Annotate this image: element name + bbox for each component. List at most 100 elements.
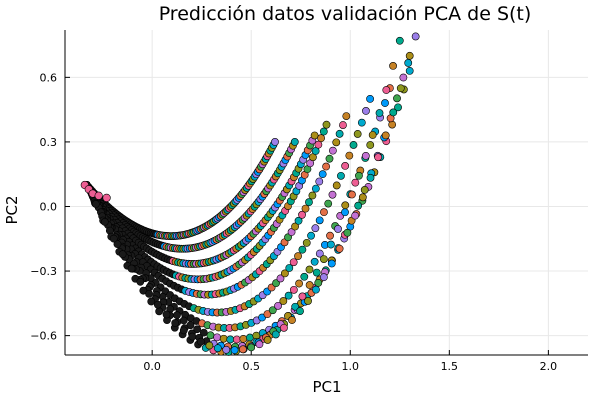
data-point [199,328,208,337]
data-point [310,257,319,266]
data-point [268,306,277,315]
data-point [341,201,350,210]
data-point [362,107,370,115]
data-point [230,346,239,355]
data-point [289,258,298,267]
data-point [304,297,312,305]
data-point [339,121,347,129]
data-point [322,162,330,171]
data-point [179,316,188,325]
data-point [291,302,300,311]
data-point [294,216,303,225]
data-point [358,193,367,202]
data-point [222,345,231,354]
data-point [360,185,369,194]
data-point [102,193,111,202]
data-point [300,272,309,281]
data-point [315,177,324,186]
y-tick-label: 0.0 [40,200,58,213]
data-point [91,200,100,208]
data-point [326,231,334,240]
data-point [312,268,321,277]
data-point [294,252,302,261]
data-point [291,222,299,231]
data-point [271,330,280,339]
data-point [219,334,228,343]
data-point [320,208,328,217]
data-point [127,264,136,273]
data-point [404,59,413,67]
data-point [343,228,352,237]
data-points [80,32,420,356]
data-point [179,326,188,335]
data-point [318,170,327,179]
data-point [263,336,272,344]
y-tick-labels: −0.6 −0.3 0.0 0.3 0.6 [30,71,57,342]
data-point [239,345,247,354]
data-point [285,264,294,272]
data-point [411,32,420,41]
data-point [305,281,314,289]
data-point [399,73,408,82]
y-axis-label: PC2 [3,195,21,224]
data-point [193,325,202,334]
x-tick-label: 0.5 [242,360,260,373]
data-point [171,319,180,327]
data-point [361,151,370,160]
data-point [289,285,298,294]
data-point [396,84,405,93]
data-point [342,112,351,120]
data-point [247,343,256,352]
data-point [317,134,325,143]
data-point [298,210,306,219]
data-point [305,265,314,274]
data-point [305,198,313,207]
x-tick-label: 1.5 [441,360,459,373]
x-tick-label: 0.0 [143,360,161,373]
data-point [332,138,341,147]
data-point [205,341,214,350]
data-point [310,131,319,140]
data-point [366,173,375,182]
data-point [290,138,299,146]
data-point [368,131,377,139]
data-point [301,204,310,213]
data-point [153,300,162,309]
data-point [374,153,383,162]
data-point [263,310,272,319]
data-point [311,224,320,233]
data-point [345,151,354,160]
y-tick-label: −0.6 [30,330,57,343]
data-point [328,190,337,199]
data-point [288,316,296,324]
data-point [381,131,390,140]
data-point [324,199,333,208]
data-point [226,335,235,344]
data-point [196,337,205,346]
data-point [332,181,341,190]
data-point [271,138,279,146]
data-point [327,240,335,249]
data-point [296,307,304,315]
data-point [389,108,398,117]
data-point [302,238,311,247]
data-point [355,171,363,180]
data-point [284,291,293,300]
x-axis-label: PC1 [312,378,341,396]
data-point [307,231,315,240]
y-tick-label: −0.3 [30,265,57,278]
data-point [255,340,264,349]
data-point [109,234,118,243]
data-point [335,129,344,138]
data-point [334,225,342,233]
data-point [311,184,320,193]
data-point [375,109,384,117]
data-point [147,297,156,306]
data-point [349,141,358,149]
axes [64,30,588,356]
x-tick-labels: 0.0 0.5 1.0 1.5 2.0 [143,360,557,373]
data-point [298,245,307,254]
data-point [100,218,109,226]
data-point [328,146,337,155]
